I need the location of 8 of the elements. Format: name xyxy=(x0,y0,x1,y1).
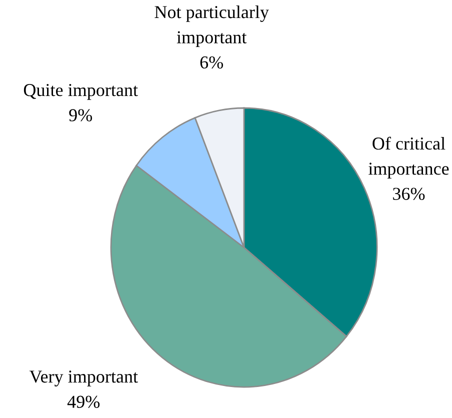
data-label: 36% xyxy=(393,188,425,200)
slice-label: Very important xyxy=(29,370,138,386)
slice-label: Of critical importance xyxy=(368,136,449,178)
data-label: 9% xyxy=(69,109,92,122)
data-label: 6% xyxy=(200,56,224,69)
slice-label: Quite important xyxy=(24,84,138,100)
slice-label: Not particularly important xyxy=(154,5,269,48)
data-label: 49% xyxy=(67,396,100,408)
